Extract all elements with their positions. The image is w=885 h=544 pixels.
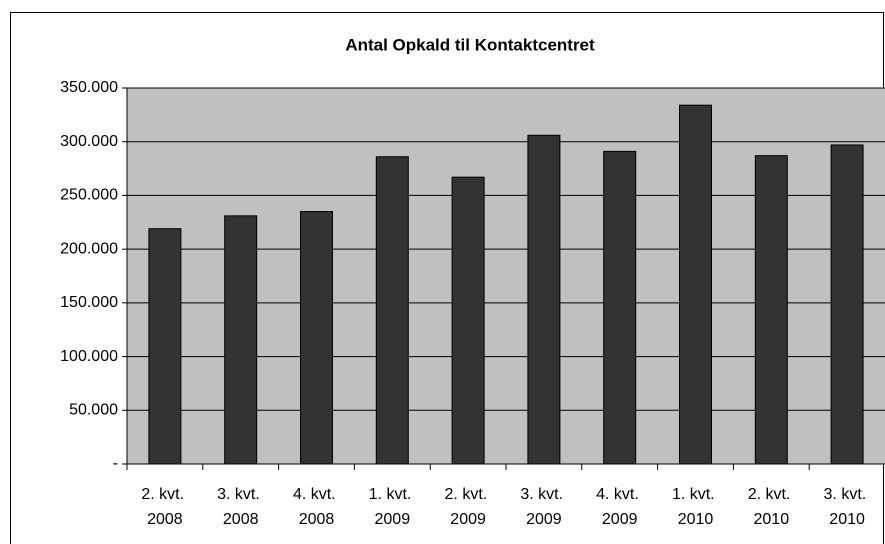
x-tick-label-line: 2009	[450, 511, 486, 528]
x-tick-label-line: 2009	[375, 511, 411, 528]
x-tick-label-line: 3. kvt.	[217, 486, 264, 503]
x-tick-label: 1. kvt. 2010	[672, 486, 719, 528]
x-tick-label: 1. kvt. 2009	[369, 486, 416, 528]
x-tick-label-line: 3. kvt.	[824, 486, 871, 503]
x-tick-label: 3. kvt. 2010	[824, 486, 871, 528]
x-tick-label-line: 4. kvt.	[293, 486, 340, 503]
x-tick-label-line: 1. kvt.	[369, 486, 416, 503]
x-tick-label-line: 2008	[299, 511, 335, 528]
x-tick-label-line: 2. kvt.	[141, 486, 188, 503]
x-tick-label-line: 1. kvt.	[672, 486, 719, 503]
x-tick-label-line: 3. kvt.	[520, 486, 567, 503]
y-tick-label: 100.000	[60, 348, 118, 365]
x-tick-label-line: 2. kvt.	[445, 486, 492, 503]
chart-title: Antal Opkald til Kontaktcentret	[345, 35, 595, 54]
y-tick-label: 50.000	[69, 402, 118, 419]
bar	[603, 150, 637, 465]
x-tick-label-line: 2010	[829, 511, 865, 528]
y-tick-label: -	[113, 455, 118, 472]
x-tick-label: 4. kvt. 2008	[293, 486, 340, 528]
x-tick-label-line: 2. kvt.	[748, 486, 795, 503]
bar	[148, 228, 182, 465]
x-tick-label-line: 2009	[602, 511, 638, 528]
x-tick-label: 2. kvt. 2010	[748, 486, 795, 528]
x-tick-label-line: 2010	[754, 511, 790, 528]
x-tick-label-line: 2008	[223, 511, 259, 528]
bar	[451, 176, 485, 465]
x-tick-label: 3. kvt. 2008	[217, 486, 264, 528]
bar	[300, 211, 333, 465]
bar	[754, 155, 788, 465]
y-tick-label: 150.000	[60, 294, 118, 311]
x-tick-label-line: 2008	[147, 511, 183, 528]
bar	[679, 104, 712, 465]
bar	[224, 215, 258, 465]
x-tick-label-line: 2009	[526, 511, 562, 528]
y-tick-label: 350.000	[60, 79, 118, 96]
bar	[527, 134, 561, 465]
x-tick-label: 4. kvt. 2009	[596, 486, 643, 528]
x-tick-label: 2. kvt. 2008	[141, 486, 188, 528]
bar	[375, 156, 409, 465]
x-tick-label: 3. kvt. 2009	[520, 486, 567, 528]
y-tick-label: 300.000	[60, 133, 118, 150]
y-tick-label: 250.000	[60, 187, 118, 204]
x-tick-label: 2. kvt. 2009	[445, 486, 492, 528]
y-tick-label: 200.000	[60, 240, 118, 257]
x-tick-label-line: 4. kvt.	[596, 486, 643, 503]
bar	[830, 144, 864, 465]
x-tick-label-line: 2010	[678, 511, 714, 528]
